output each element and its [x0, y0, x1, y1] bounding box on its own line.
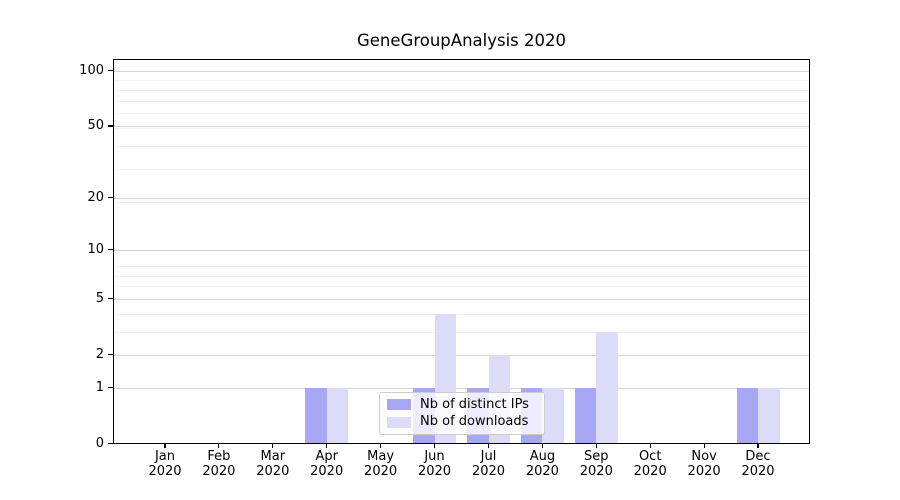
- legend-label-downloads: Nb of downloads: [420, 414, 529, 430]
- x-tick-mark: [595, 443, 597, 448]
- y-tick-mark: [108, 125, 113, 127]
- x-tick-label-jan: Jan 2020: [148, 449, 182, 479]
- x-tick-label-apr: Apr 2020: [310, 449, 344, 479]
- x-tick-mark: [757, 443, 759, 448]
- x-tick-mark: [649, 443, 651, 448]
- gridline-minor: [113, 145, 810, 147]
- gridline-major-1: [113, 387, 810, 389]
- y-tick-label: 10: [87, 241, 104, 257]
- x-tick-mark: [326, 443, 328, 448]
- axes-frame: [113, 59, 810, 444]
- y-tick-mark: [108, 70, 113, 72]
- bar-dec-downloads: [758, 387, 780, 444]
- gridline-major-100: [113, 70, 810, 72]
- x-tick-mark: [218, 443, 220, 448]
- y-tick-mark: [108, 442, 113, 445]
- gridline-minor: [113, 286, 810, 288]
- x-tick-mark: [541, 443, 543, 448]
- bar-apr-downloads: [326, 387, 349, 444]
- bar-sep-downloads: [596, 331, 618, 444]
- bar-apr-distinct-ips: [305, 387, 327, 444]
- y-tick-mark: [108, 197, 113, 199]
- y-tick-mark: [108, 386, 113, 389]
- x-tick-label-may: May 2020: [364, 449, 398, 479]
- x-tick-label-jul: Jul 2020: [471, 449, 506, 479]
- legend-swatch-distinct-ips: [387, 399, 411, 411]
- x-tick-label-feb: Feb 2020: [202, 449, 236, 479]
- gridline-minor: [113, 331, 810, 333]
- gridline-minor: [113, 201, 810, 203]
- plot-area: Nb of distinct IPs Nb of downloads: [113, 59, 810, 444]
- chart-title: GeneGroupAnalysis 2020: [357, 31, 566, 50]
- gridline-major-2: [113, 354, 810, 356]
- legend: Nb of distinct IPs Nb of downloads: [379, 392, 545, 435]
- y-tick-label: 1: [95, 379, 104, 395]
- y-tick-mark: [108, 249, 113, 251]
- x-tick-label-mar: Mar 2020: [256, 449, 290, 479]
- x-tick-label-aug: Aug 2020: [525, 449, 559, 479]
- x-tick-label-sep: Sep 2020: [579, 449, 613, 479]
- gridline-minor: [113, 168, 810, 170]
- y-tick-mark: [108, 354, 113, 356]
- gridline-minor: [113, 89, 810, 91]
- legend-item-downloads: Nb of downloads: [387, 414, 536, 431]
- bar-dec-distinct-ips: [736, 387, 758, 444]
- gridline-major-10: [113, 249, 810, 251]
- y-tick-label: 0: [95, 435, 104, 451]
- gridline-minor: [113, 266, 810, 268]
- x-tick-mark: [164, 443, 166, 448]
- x-tick-label-dec: Dec 2020: [741, 449, 775, 479]
- y-tick-label: 100: [79, 62, 104, 78]
- x-tick-mark: [433, 443, 436, 448]
- x-tick-label-oct: Oct 2020: [633, 449, 667, 479]
- gridline-minor: [113, 112, 810, 114]
- gridline-minor: [113, 275, 810, 277]
- bar-aug-downloads: [542, 387, 564, 444]
- gridline-minor: [113, 80, 810, 82]
- gridline-minor: [113, 127, 810, 129]
- gridline-major-20: [113, 197, 810, 199]
- x-tick-mark: [703, 443, 705, 448]
- y-tick-mark: [108, 298, 113, 300]
- gridline-major-5: [113, 298, 810, 300]
- y-tick-label: 5: [95, 290, 104, 306]
- y-tick-label: 50: [87, 118, 104, 133]
- x-tick-mark: [487, 443, 490, 448]
- gridline-major-50: [113, 126, 810, 127]
- y-tick-label: 20: [87, 189, 104, 205]
- gridline-minor: [113, 100, 810, 102]
- legend-label-distinct-ips: Nb of distinct IPs: [420, 396, 529, 412]
- x-tick-mark: [380, 443, 382, 448]
- x-tick-label-jun: Jun 2020: [417, 449, 452, 479]
- x-tick-label-nov: Nov 2020: [687, 449, 721, 479]
- y-tick-label: 2: [95, 346, 104, 362]
- x-tick-mark: [272, 443, 274, 448]
- bar-sep-distinct-ips: [574, 387, 597, 444]
- gridline-minor: [113, 313, 810, 315]
- legend-item-distinct-ips: Nb of distinct IPs: [387, 396, 536, 413]
- legend-swatch-downloads: [387, 416, 411, 428]
